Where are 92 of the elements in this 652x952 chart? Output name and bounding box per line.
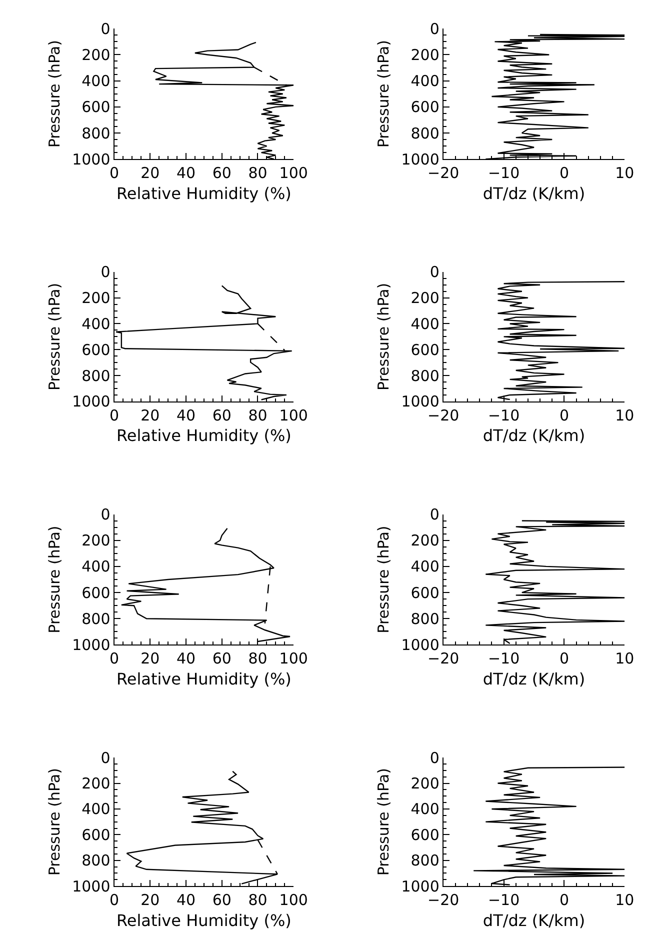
y-tick-label: 800: [410, 124, 440, 142]
y-tick-label: 1000: [72, 877, 110, 896]
y-tick-label: 200: [410, 46, 440, 64]
x-tick-label: 0: [559, 406, 569, 424]
x-axis-title: Relative Humidity (%): [116, 184, 292, 203]
x-tick-label: −10: [488, 650, 520, 668]
x-tick-label: 10: [615, 164, 634, 182]
y-tick-label: 800: [82, 124, 110, 142]
y-axis-title: Pressure (hPa): [45, 526, 64, 634]
x-tick-label: 100: [279, 406, 308, 424]
y-axis-title: Pressure (hPa): [374, 40, 392, 148]
x-tick-label: 40: [176, 650, 196, 668]
y-tick-label: 0: [430, 506, 440, 524]
x-tick-label: 10: [615, 891, 634, 910]
x-tick-label: 10: [615, 406, 634, 424]
x-tick-label: 80: [248, 891, 268, 910]
x-tick-label: 10: [615, 650, 634, 668]
y-tick-label: 600: [82, 98, 110, 116]
y-tick-label: 200: [410, 289, 440, 308]
x-tick-label: 80: [248, 406, 268, 424]
x-axis-title: Relative Humidity (%): [116, 669, 292, 688]
y-tick-label: 200: [82, 289, 110, 308]
y-tick-label: 200: [82, 532, 110, 550]
y-axis-title: Pressure (hPa): [374, 282, 392, 390]
y-axis-title: Pressure (hPa): [45, 282, 64, 390]
x-axis-title: dT/dz (K/km): [482, 426, 586, 446]
y-tick-label: 800: [410, 852, 440, 870]
y-tick-label: 0: [100, 506, 110, 524]
x-tick-label: 80: [248, 650, 268, 668]
x-tick-label: 60: [212, 650, 232, 668]
x-tick-label: 40: [176, 164, 196, 182]
y-tick-label: 800: [82, 610, 110, 628]
x-tick-label: 20: [140, 891, 160, 910]
x-tick-label: −10: [488, 891, 520, 910]
y-axis-title: Pressure (hPa): [374, 768, 392, 876]
x-tick-label: 100: [279, 164, 308, 182]
x-tick-label: 60: [212, 891, 232, 910]
x-tick-label: 0: [559, 650, 569, 668]
y-axis-title: Pressure (hPa): [45, 40, 64, 148]
x-tick-label: 60: [212, 164, 232, 182]
x-tick-label: 100: [279, 891, 308, 910]
x-tick-label: 60: [212, 406, 232, 424]
x-tick-label: 100: [279, 650, 308, 668]
y-tick-label: 600: [410, 98, 440, 116]
x-axis-title: dT/dz (K/km): [482, 669, 586, 688]
y-tick-label: 600: [82, 584, 110, 602]
y-axis-title: Pressure (hPa): [374, 526, 392, 634]
y-tick-label: 800: [410, 610, 440, 628]
x-axis-title: dT/dz (K/km): [482, 910, 586, 930]
y-tick-label: 200: [410, 532, 440, 550]
x-tick-label: 20: [140, 406, 160, 424]
y-tick-label: 1000: [72, 150, 110, 168]
y-tick-label: 0: [430, 748, 440, 767]
y-axis-title: Pressure (hPa): [45, 768, 64, 876]
y-tick-label: 600: [410, 340, 440, 359]
y-tick-label: 400: [82, 72, 110, 90]
x-tick-label: 20: [140, 164, 160, 182]
y-tick-label: 0: [430, 20, 440, 38]
y-tick-label: 600: [410, 826, 440, 844]
y-tick-label: 800: [82, 852, 110, 870]
y-tick-label: 1000: [72, 392, 110, 411]
y-tick-label: 600: [82, 340, 110, 359]
x-tick-label: 0: [559, 891, 569, 910]
x-tick-label: 40: [176, 891, 196, 910]
x-tick-label: −10: [488, 164, 520, 182]
y-tick-label: 1000: [72, 636, 110, 654]
x-tick-label: 0: [559, 164, 569, 182]
x-axis-title: dT/dz (K/km): [482, 184, 586, 203]
y-tick-label: 0: [100, 20, 110, 38]
y-tick-label: 600: [410, 584, 440, 602]
y-tick-label: 400: [82, 800, 110, 818]
y-tick-label: 0: [100, 748, 110, 767]
y-tick-label: 0: [100, 263, 110, 282]
y-tick-label: 400: [82, 314, 110, 333]
y-tick-label: 400: [410, 72, 440, 90]
y-tick-label: 0: [430, 263, 440, 282]
y-tick-label: 400: [410, 314, 440, 333]
y-tick-label: 600: [82, 826, 110, 844]
y-tick-label: 200: [82, 46, 110, 64]
x-tick-label: 20: [140, 650, 160, 668]
x-tick-label: 40: [176, 406, 196, 424]
y-tick-label: 800: [82, 366, 110, 385]
y-tick-label: 400: [410, 800, 440, 818]
x-axis-title: Relative Humidity (%): [116, 426, 292, 446]
y-tick-label: 800: [410, 366, 440, 385]
y-tick-label: 400: [82, 558, 110, 576]
y-tick-label: 200: [410, 774, 440, 793]
x-axis-title: Relative Humidity (%): [116, 910, 292, 930]
x-tick-label: 80: [248, 164, 268, 182]
y-tick-label: 400: [410, 558, 440, 576]
x-tick-label: −10: [488, 406, 520, 424]
y-tick-label: 200: [82, 774, 110, 793]
